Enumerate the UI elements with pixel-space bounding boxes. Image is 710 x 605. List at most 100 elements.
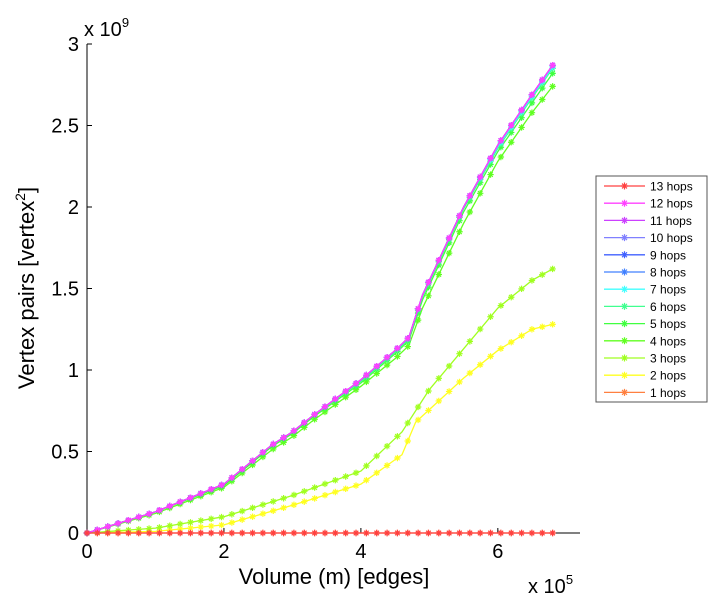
legend-marker-icon [621, 216, 628, 224]
data-point-marker [466, 369, 474, 377]
series-7-hops [83, 63, 556, 537]
data-point-marker [466, 529, 474, 537]
y-tick-label: 0 [68, 523, 79, 545]
data-point-marker [445, 529, 453, 537]
data-point-marker [435, 261, 442, 269]
data-point-marker [414, 316, 422, 324]
data-point-marker [456, 212, 463, 220]
y-tick-label: 0.5 [51, 442, 79, 464]
data-point-marker [497, 137, 505, 144]
data-point-marker [259, 501, 267, 508]
data-point-marker [383, 442, 391, 450]
data-point-marker [528, 109, 536, 116]
data-point-marker [166, 529, 173, 537]
legend-item: 4 hops [604, 334, 686, 348]
data-point-marker [435, 271, 442, 278]
x-exponent-label: x 105 [528, 572, 573, 598]
data-point-marker [539, 271, 546, 278]
data-point-marker [207, 522, 215, 530]
legend-label: 7 hops [650, 283, 686, 297]
y-tick-label: 3 [68, 34, 79, 56]
data-point-marker [518, 124, 525, 131]
legend-item: 1 hops [604, 386, 686, 400]
data-point-marker [528, 91, 536, 98]
data-point-marker [404, 343, 411, 350]
data-point-marker [270, 445, 277, 453]
data-point-marker [94, 526, 101, 533]
data-point-marker [135, 529, 142, 537]
data-point-marker [528, 99, 536, 107]
data-point-marker [156, 507, 163, 514]
data-point-marker [352, 386, 360, 393]
data-point-marker [404, 419, 411, 427]
data-point-marker [476, 325, 484, 333]
data-point-marker [404, 529, 411, 537]
data-point-marker [187, 524, 194, 532]
data-point-marker [508, 139, 515, 146]
data-point-marker [259, 529, 267, 537]
data-point-marker [207, 515, 215, 523]
data-point-marker [404, 437, 411, 445]
data-point-marker [539, 76, 546, 84]
data-point-marker [383, 462, 391, 469]
series-line [86, 85, 554, 534]
data-point-marker [228, 511, 236, 518]
data-point-marker [249, 529, 256, 537]
legend-label: 2 hops [650, 369, 686, 383]
data-point-marker [290, 491, 298, 499]
data-point-marker [207, 486, 215, 493]
data-point-marker [311, 529, 318, 537]
data-point-marker [476, 190, 484, 197]
data-point-marker [394, 353, 401, 360]
data-point-marker [487, 353, 494, 360]
data-point-marker [176, 498, 184, 506]
data-point-marker [456, 228, 463, 235]
x-tick-label: 2 [218, 541, 229, 563]
data-point-marker [197, 517, 205, 524]
data-point-marker [156, 524, 163, 531]
data-point-marker [301, 498, 308, 505]
axes [86, 44, 580, 534]
x-tick-label: 6 [492, 541, 503, 563]
data-point-marker [187, 529, 194, 537]
data-point-marker [425, 292, 432, 300]
series-3-hops [83, 265, 556, 537]
data-point-marker [476, 179, 484, 186]
data-point-marker [239, 465, 246, 473]
legend-marker-icon [621, 268, 628, 276]
data-point-marker [239, 507, 246, 515]
legend-marker-icon [621, 388, 628, 396]
series-line [86, 66, 554, 534]
data-point-marker [497, 302, 505, 309]
data-point-marker [342, 485, 349, 493]
data-point-marker [445, 362, 453, 370]
data-point-marker [352, 529, 360, 537]
data-point-marker [425, 407, 432, 414]
legend-marker-icon [621, 320, 628, 328]
data-point-marker [218, 481, 225, 489]
data-point-marker [104, 529, 111, 537]
data-point-marker [125, 516, 132, 524]
data-point-marker [280, 439, 287, 446]
data-point-marker [404, 335, 411, 342]
data-point-marker [487, 529, 494, 537]
data-point-marker [301, 424, 308, 431]
data-point-marker [414, 416, 422, 424]
data-point-marker [270, 529, 277, 537]
data-point-marker [363, 476, 370, 484]
x-tick-label: 4 [355, 541, 366, 563]
legend-label: 12 hops [650, 197, 693, 211]
data-point-marker [187, 494, 194, 501]
series-9-hops [83, 61, 556, 537]
data-point-marker [394, 433, 401, 440]
series-line [86, 64, 554, 534]
data-point-marker [497, 529, 505, 537]
data-point-marker [363, 378, 370, 386]
legend-label: 1 hops [650, 386, 686, 400]
data-point-marker [539, 529, 546, 537]
data-point-marker [456, 217, 463, 224]
data-point-marker [435, 256, 442, 264]
data-point-marker [528, 529, 536, 537]
data-point-marker [549, 83, 556, 90]
